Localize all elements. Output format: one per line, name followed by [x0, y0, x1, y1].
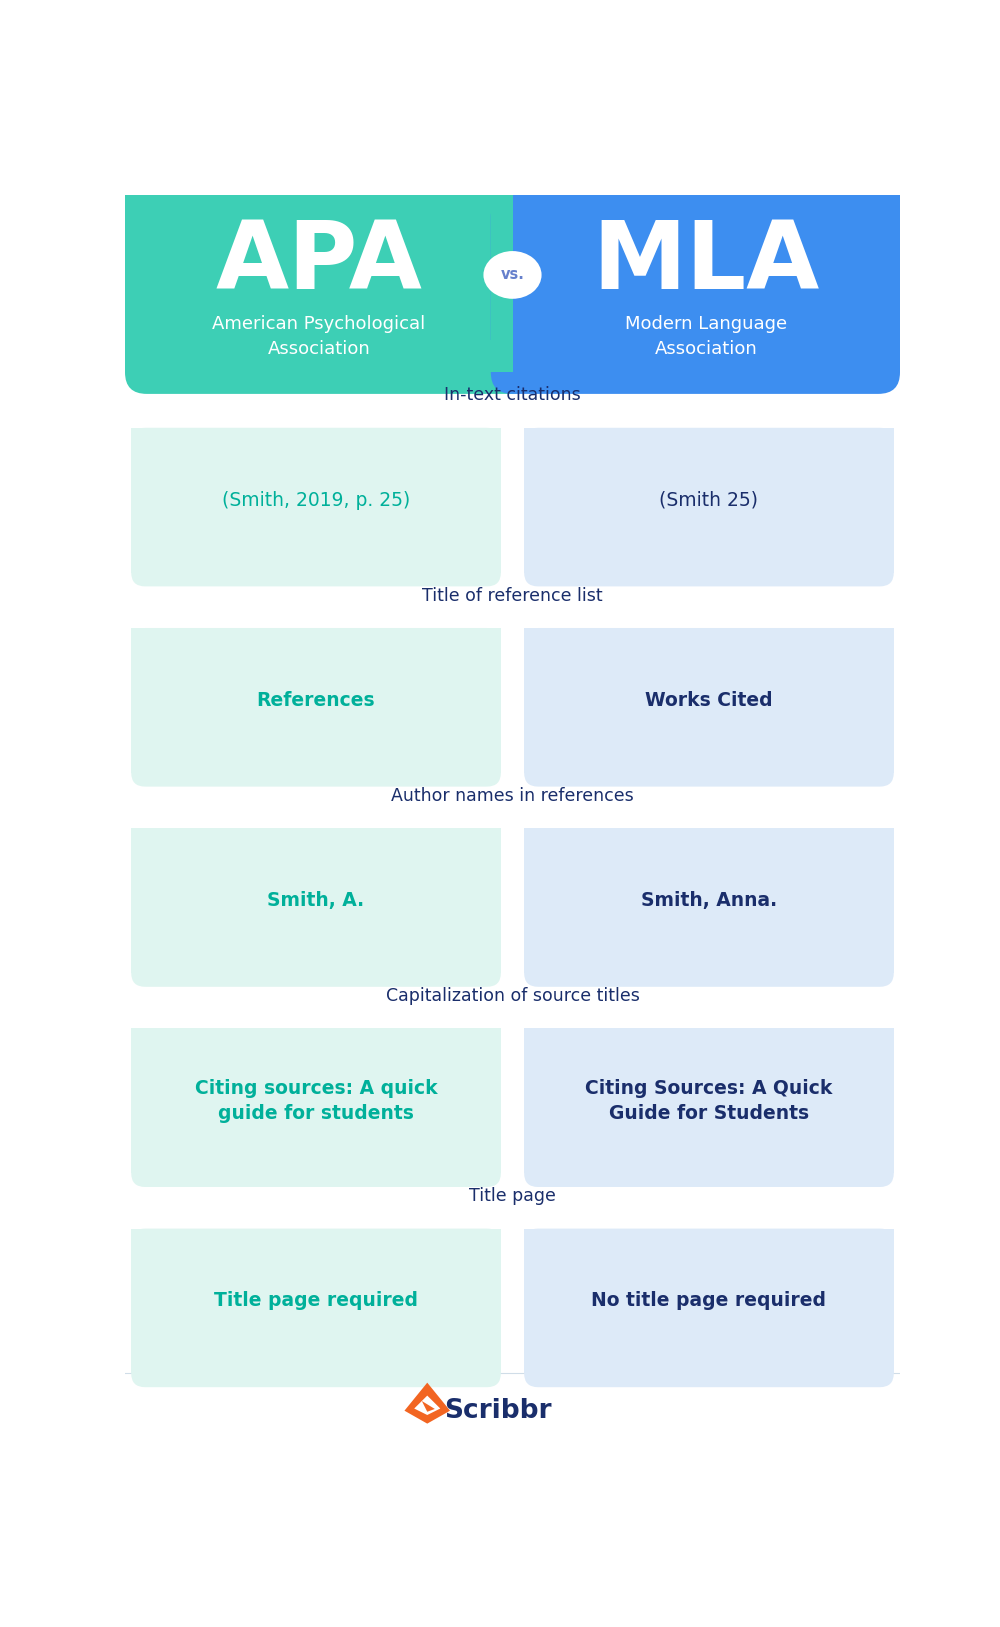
Bar [878, 195, 900, 373]
Polygon shape [422, 1401, 435, 1412]
FancyBboxPatch shape [524, 1228, 894, 1388]
Text: Smith, A.: Smith, A. [267, 892, 365, 909]
Bar [512, 195, 900, 373]
Bar [880, 1158, 894, 1173]
Bar [512, 340, 900, 373]
Text: APA: APA [215, 216, 422, 309]
Text: vs.: vs. [501, 267, 524, 283]
Bar [131, 1028, 501, 1173]
Text: Smith, Anna.: Smith, Anna. [641, 892, 777, 909]
Bar [131, 958, 145, 973]
Bar [125, 340, 512, 373]
Text: Scribbr: Scribbr [444, 1398, 552, 1424]
Bar [487, 758, 501, 773]
Bar [131, 558, 145, 573]
Bar [131, 828, 501, 973]
FancyBboxPatch shape [524, 628, 894, 786]
FancyBboxPatch shape [131, 1028, 501, 1188]
Bar [880, 958, 894, 973]
Bar [487, 558, 501, 573]
Bar [487, 1359, 501, 1373]
Text: References: References [257, 691, 375, 709]
Bar [131, 628, 501, 773]
Text: In-text citations: In-text citations [444, 387, 581, 405]
Bar [491, 195, 512, 373]
Text: MLA: MLA [593, 216, 820, 309]
Text: Title of reference list: Title of reference list [422, 587, 603, 605]
FancyBboxPatch shape [131, 828, 501, 988]
Ellipse shape [483, 251, 542, 299]
Text: Capitalization of source titles: Capitalization of source titles [386, 988, 639, 1005]
Text: Author names in references: Author names in references [391, 787, 634, 805]
Text: Title page: Title page [469, 1188, 556, 1206]
Bar [125, 195, 147, 373]
Bar [524, 828, 894, 973]
Bar [880, 758, 894, 773]
Bar [487, 1158, 501, 1173]
Bar [524, 1359, 538, 1373]
FancyBboxPatch shape [131, 1228, 501, 1388]
FancyBboxPatch shape [125, 195, 534, 394]
FancyBboxPatch shape [524, 428, 894, 586]
Bar [524, 758, 538, 773]
Bar [131, 428, 501, 573]
Bar [131, 758, 145, 773]
FancyBboxPatch shape [524, 828, 894, 988]
Bar [880, 1359, 894, 1373]
Text: Modern Language
Association: Modern Language Association [625, 316, 787, 358]
Bar [512, 195, 534, 373]
Bar [131, 1228, 501, 1373]
Bar [524, 1158, 538, 1173]
FancyBboxPatch shape [524, 1028, 894, 1188]
Text: American Psychological
Association: American Psychological Association [212, 316, 425, 358]
Bar [487, 958, 501, 973]
Bar [524, 428, 894, 573]
Bar [524, 958, 538, 973]
Bar [524, 628, 894, 773]
Bar [125, 195, 512, 373]
Text: Citing sources: A quick
guide for students: Citing sources: A quick guide for studen… [195, 1079, 437, 1123]
Polygon shape [404, 1383, 450, 1424]
Text: Citing Sources: A Quick
Guide for Students: Citing Sources: A Quick Guide for Studen… [585, 1079, 833, 1123]
Text: Title page required: Title page required [214, 1292, 418, 1310]
Polygon shape [414, 1396, 440, 1415]
FancyBboxPatch shape [491, 195, 900, 394]
FancyBboxPatch shape [131, 628, 501, 786]
Bar [131, 1158, 145, 1173]
Bar [524, 558, 538, 573]
Text: Works Cited: Works Cited [645, 691, 773, 709]
Text: (Smith, 2019, p. 25): (Smith, 2019, p. 25) [222, 491, 410, 509]
Bar [524, 1028, 894, 1173]
Text: No title page required: No title page required [591, 1292, 826, 1310]
Bar [880, 558, 894, 573]
Bar [524, 1228, 894, 1373]
FancyBboxPatch shape [131, 428, 501, 586]
Text: (Smith 25): (Smith 25) [659, 491, 758, 509]
Bar [131, 1359, 145, 1373]
